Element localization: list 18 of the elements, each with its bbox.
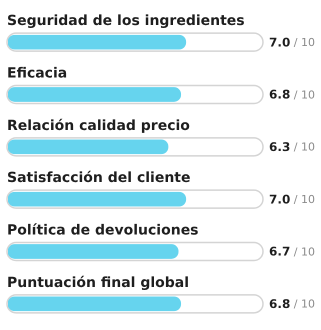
data-label: 6.8 xyxy=(269,296,290,311)
data-label: 7.0 xyxy=(269,35,290,50)
data-label: 6.3 xyxy=(269,140,290,154)
y-tick-label: Seguridad de los ingredientes xyxy=(7,13,245,30)
text: / 10 xyxy=(290,36,316,50)
data-label: 7.0 xyxy=(269,192,290,206)
y-tick-label: Eficacia xyxy=(7,66,68,82)
y-tick-label: Política de devoluciones xyxy=(7,222,199,238)
text: / 10 xyxy=(290,245,316,258)
data-label: 6.7 xyxy=(269,244,290,259)
text: / 10 xyxy=(290,298,316,311)
y-tick-label: Relación calidad precio xyxy=(7,118,190,134)
text: / 10 xyxy=(290,193,316,206)
y-tick-label: Puntuación final global xyxy=(7,274,190,291)
data-label: 6.8 xyxy=(269,88,290,102)
text: / 10 xyxy=(290,140,316,154)
text: / 10 xyxy=(290,88,316,102)
y-tick-label: Satisfacción del cliente xyxy=(7,170,190,186)
